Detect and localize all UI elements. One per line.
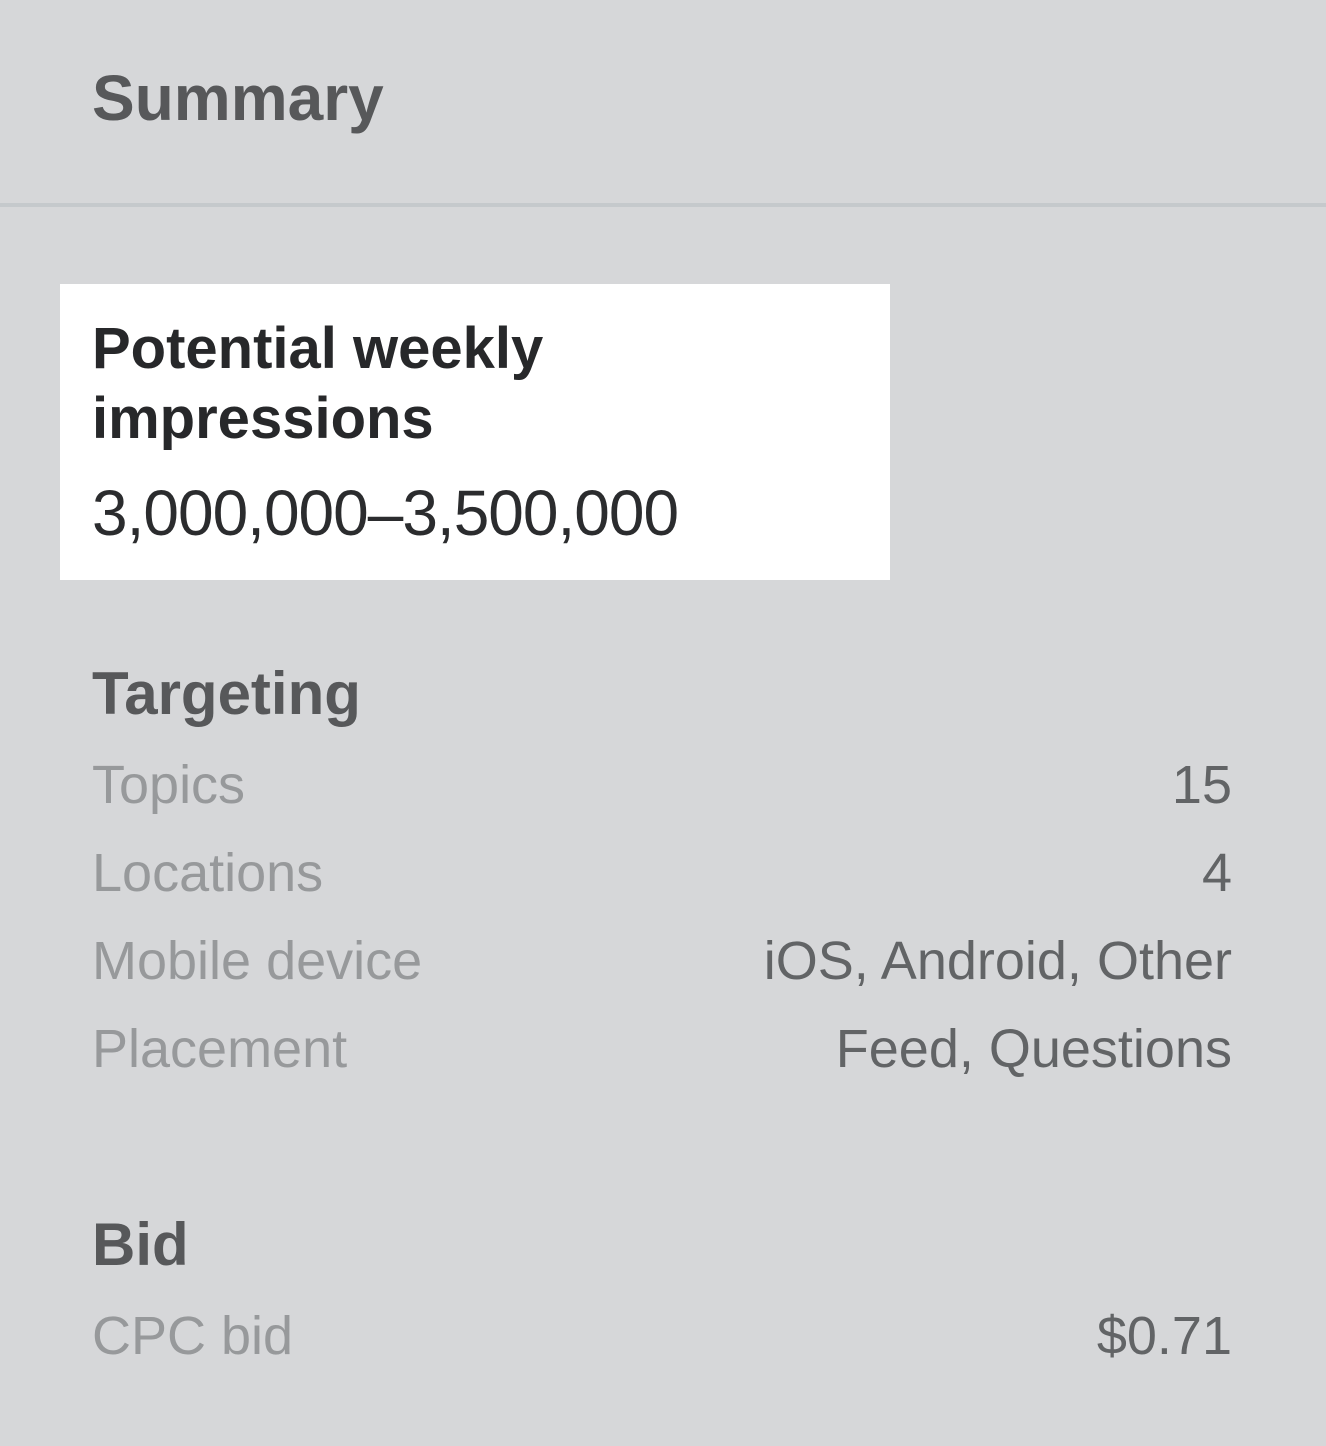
bid-section-heading: Bid <box>92 1210 189 1278</box>
impressions-value: 3,000,000–3,500,000 <box>92 477 679 550</box>
targeting-rows: Topics 15 Locations 4 Mobile device iOS,… <box>92 741 1232 1093</box>
row-value: 4 <box>1201 842 1232 903</box>
panel-header: Summary <box>0 0 1326 207</box>
impressions-highlight-card: Potential weekly impressions 3,000,000–3… <box>60 284 890 580</box>
targeting-section-heading: Targeting <box>92 659 361 727</box>
row-value: 15 <box>1171 754 1232 815</box>
bid-section: Bid CPC bid $0.71 <box>92 1209 1232 1380</box>
summary-row-mobile-device: Mobile device iOS, Android, Other <box>92 917 1232 1005</box>
summary-row-placement: Placement Feed, Questions <box>92 1005 1232 1093</box>
targeting-section: Targeting Topics 15 Locations 4 Mobile d… <box>92 658 1232 1093</box>
row-value: Feed, Questions <box>835 1018 1232 1079</box>
row-label: Placement <box>92 1018 348 1079</box>
summary-row-cpc-bid: CPC bid $0.71 <box>92 1292 1232 1380</box>
bid-rows: CPC bid $0.71 <box>92 1292 1232 1380</box>
summary-row-locations: Locations 4 <box>92 829 1232 917</box>
impressions-label: Potential weekly impressions <box>92 316 544 451</box>
row-value: iOS, Android, Other <box>763 930 1232 991</box>
row-label: Mobile device <box>92 930 423 991</box>
panel-title: Summary <box>92 62 384 134</box>
row-value: $0.71 <box>1096 1305 1232 1366</box>
summary-row-topics: Topics 15 <box>92 741 1232 829</box>
row-label: CPC bid <box>92 1305 294 1366</box>
row-label: Locations <box>92 842 324 903</box>
row-label: Topics <box>92 754 246 815</box>
